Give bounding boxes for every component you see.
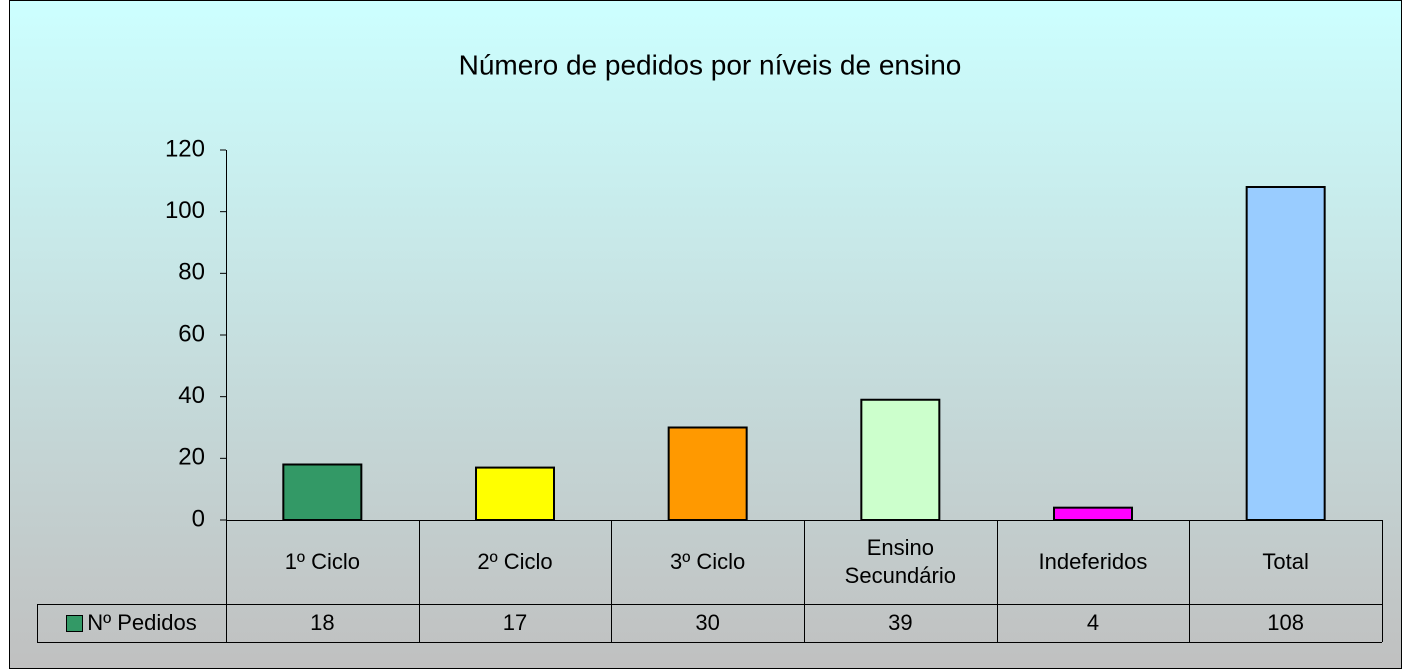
y-tick-label: 80	[178, 259, 205, 286]
data-table-value: 39	[804, 604, 997, 642]
legend-label: Nº Pedidos	[37, 604, 226, 642]
bar	[282, 463, 363, 521]
x-tick-label: 1º Ciclo	[234, 520, 411, 604]
data-table-value-text: 4	[1086, 610, 1100, 635]
data-table-value-text: 108	[1267, 610, 1305, 635]
data-table-value: 30	[611, 604, 804, 642]
data-table-value: 18	[226, 604, 419, 642]
x-tick-label: Ensino Secundário	[812, 520, 989, 604]
bar	[860, 398, 941, 521]
x-tick-label: Total	[1197, 520, 1374, 604]
chart-title: Número de pedidos por níveis de ensino	[459, 49, 962, 80]
data-table-value: 17	[419, 604, 612, 642]
y-tick-label: 120	[165, 135, 205, 162]
y-tick-label: 20	[178, 444, 205, 471]
x-tick-label: 3º Ciclo	[619, 520, 796, 604]
legend-key	[66, 614, 84, 632]
bar	[475, 466, 555, 522]
data-table-value-text: 18	[310, 610, 335, 635]
x-tick-label-text: Indeferidos	[1038, 549, 1148, 574]
x-tick-label-text: 1º Ciclo	[284, 549, 360, 574]
y-tick-label: 60	[178, 320, 205, 347]
bar	[1053, 506, 1133, 521]
bar	[1245, 186, 1326, 521]
y-tick-label: 100	[165, 197, 205, 224]
y-tick-label: 0	[192, 505, 205, 532]
data-table-value: 4	[997, 604, 1190, 642]
data-table-value-text: 39	[888, 610, 913, 635]
data-table-value: 108	[1189, 604, 1382, 642]
x-tick-label: 2º Ciclo	[427, 520, 604, 604]
bar	[667, 426, 748, 521]
y-tick-label: 40	[178, 382, 205, 409]
data-table-value-text: 17	[502, 610, 528, 635]
x-tick-label: Indeferidos	[1005, 520, 1182, 604]
x-tick-label-text: Total	[1262, 549, 1309, 574]
x-tick-label-text: Ensino Secundário	[844, 535, 956, 588]
chart-frame	[9, 0, 1402, 669]
x-tick-label-text: 3º Ciclo	[670, 549, 746, 574]
legend-label-text: Nº Pedidos	[87, 610, 197, 635]
x-tick-label-text: 2º Ciclo	[477, 549, 553, 574]
data-table-value-text: 30	[695, 610, 720, 635]
